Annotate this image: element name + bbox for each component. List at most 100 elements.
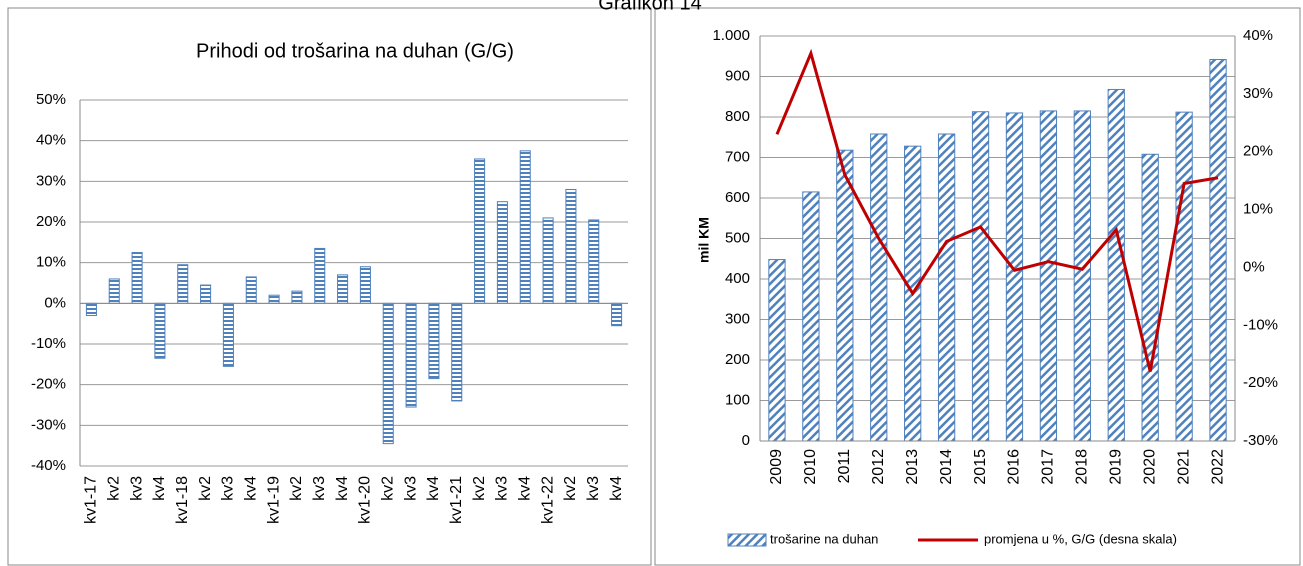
bar: [1107, 88, 1125, 442]
bar: [291, 290, 303, 304]
x-tick-label: 2015: [972, 449, 989, 485]
x-tick-label: 2009: [768, 449, 785, 485]
bar: [268, 294, 280, 304]
y-tick-label: 800: [725, 108, 750, 125]
bar: [131, 252, 143, 304]
y-tick-label: 0%: [44, 294, 66, 311]
x-tick-label: kv4: [608, 476, 625, 501]
x-tick-label: 2018: [1074, 449, 1091, 485]
y-tick-label: 0: [742, 432, 750, 449]
x-tick-label: 2020: [1141, 449, 1158, 485]
y-tick-label: 40%: [1243, 27, 1273, 44]
bar: [588, 219, 600, 304]
x-tick-label: kv3: [494, 476, 511, 501]
bar: [1039, 110, 1058, 442]
x-tick-label: kv2: [562, 476, 579, 501]
y-tick-label: 0%: [1243, 258, 1265, 275]
y-tick-label: 40%: [36, 132, 66, 149]
y-tick-label: 20%: [36, 213, 66, 230]
bar: [108, 278, 120, 304]
x-tick-label: kv2: [471, 476, 488, 501]
x-tick-label: kv4: [242, 476, 259, 501]
x-tick-label: kv1-17: [83, 476, 100, 524]
x-tick-label: 2010: [802, 449, 819, 485]
bar: [451, 302, 463, 402]
x-tick-label: kv4: [334, 476, 351, 501]
x-tick-label: kv2: [288, 476, 305, 501]
y-tick-label: 30%: [1243, 85, 1273, 102]
x-tick-label: kv3: [311, 476, 328, 501]
y-tick-label: 100: [725, 391, 750, 408]
y-tick-label: -10%: [1243, 316, 1278, 333]
x-tick-label: kv3: [220, 476, 237, 501]
bar: [222, 302, 234, 367]
bar: [474, 158, 486, 304]
y-tick-label: 600: [725, 189, 750, 206]
bar: [519, 150, 531, 304]
bar: [405, 302, 417, 408]
y-tick-label: 30%: [36, 172, 66, 189]
x-tick-label: kv2: [105, 476, 122, 501]
bar: [85, 302, 97, 317]
bar: [542, 217, 554, 304]
heading: Grafikon 14: [598, 0, 701, 14]
y-tick-label: 500: [725, 229, 750, 246]
x-tick-label: kv4: [516, 476, 533, 501]
x-tick-label: kv3: [585, 476, 602, 501]
x-tick-label: 2019: [1107, 449, 1124, 485]
x-tick-label: kv2: [197, 476, 214, 501]
bar: [154, 302, 166, 359]
y-tick-label: 900: [725, 67, 750, 84]
y-tick-label: -10%: [31, 335, 66, 352]
x-tick-label: kv1-19: [265, 476, 282, 524]
y-tick-label: 200: [725, 351, 750, 368]
y-tick-label: 10%: [1243, 201, 1273, 218]
bar: [836, 149, 854, 442]
bar: [565, 188, 577, 304]
chart-title: Prihodi od trošarina na duhan (G/G): [196, 40, 514, 62]
x-tick-label: 2021: [1175, 449, 1192, 485]
y-tick-label: -20%: [1243, 374, 1278, 391]
bar: [870, 133, 888, 442]
bar: [382, 302, 394, 445]
y-tick-label: 20%: [1243, 143, 1273, 160]
y-tick-label: -30%: [1243, 432, 1278, 449]
left-panel: [7, 7, 652, 566]
y-tick-label: -40%: [31, 457, 66, 474]
y-tick-label: 400: [725, 270, 750, 287]
bar: [1141, 153, 1159, 442]
x-tick-label: 2017: [1040, 449, 1057, 485]
x-tick-label: kv1-21: [448, 476, 465, 524]
y-tick-label: -20%: [31, 376, 66, 393]
bar: [768, 259, 786, 442]
y-axis-label: mil KM: [696, 217, 712, 263]
bar: [337, 274, 349, 304]
x-tick-label: 2013: [904, 449, 921, 485]
x-tick-label: 2011: [836, 449, 853, 484]
bar: [314, 247, 326, 304]
y-tick-label: 1.000: [712, 27, 750, 44]
x-tick-label: kv1-18: [174, 476, 191, 524]
x-tick-label: kv1-22: [539, 476, 556, 524]
bar: [971, 111, 990, 442]
legend-swatch: [727, 533, 767, 547]
bar: [245, 276, 257, 304]
bar: [1073, 110, 1091, 442]
legend-label: trošarine na duhan: [770, 531, 878, 546]
y-tick-label: 700: [725, 148, 750, 165]
bar: [359, 266, 371, 304]
legend-label: promjena u %, G/G (desna skala): [984, 531, 1177, 546]
x-tick-label: kv2: [379, 476, 396, 501]
right-panel: [654, 7, 1301, 566]
bar: [611, 302, 623, 327]
x-tick-label: kv4: [151, 476, 168, 501]
bar: [937, 133, 956, 442]
y-tick-label: 300: [725, 310, 750, 327]
x-tick-label: kv3: [128, 476, 145, 501]
bar: [177, 264, 189, 304]
x-tick-label: 2022: [1209, 449, 1226, 485]
bar: [428, 302, 440, 380]
bar: [200, 284, 212, 304]
x-tick-label: kv1-20: [357, 476, 374, 524]
